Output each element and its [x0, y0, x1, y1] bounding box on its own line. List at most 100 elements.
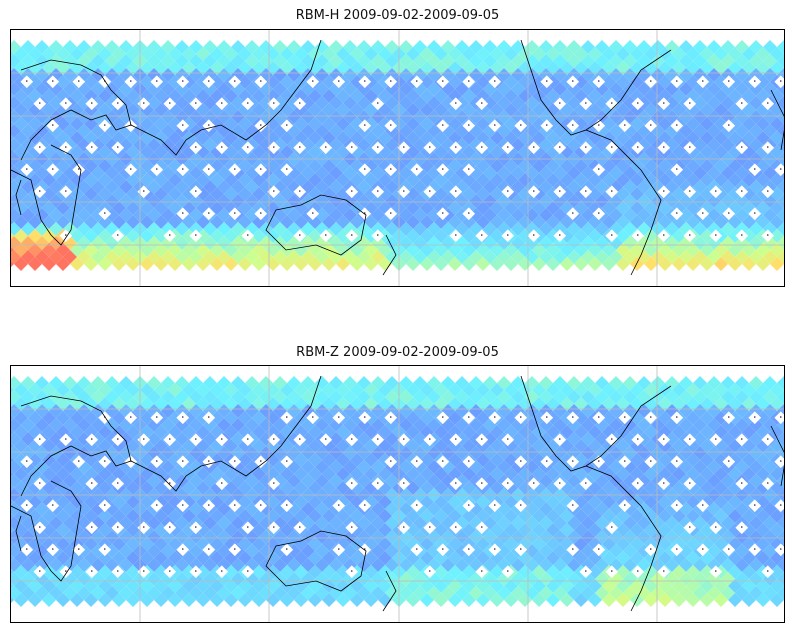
data-cell [602, 257, 616, 271]
data-dot [38, 482, 41, 484]
data-cell [490, 593, 504, 607]
coastline [265, 194, 367, 256]
coastlines [11, 375, 784, 612]
data-cell [448, 593, 462, 607]
data-cell [777, 516, 784, 530]
data-cell [770, 257, 784, 271]
data-cell [294, 257, 308, 271]
data-dot [259, 212, 262, 214]
data-dot [298, 102, 301, 104]
data-dot [233, 504, 236, 506]
data-dot [389, 168, 392, 170]
data-cell [784, 383, 785, 397]
coastline [770, 425, 784, 487]
data-cell [378, 257, 392, 271]
data-cell [350, 257, 364, 271]
data-cell [11, 222, 21, 236]
data-dot [662, 234, 665, 236]
data-dot [129, 168, 132, 170]
data-dot [688, 146, 691, 148]
data-cell [560, 257, 574, 271]
data-dot [597, 80, 600, 82]
data-cell [168, 257, 182, 271]
data-dot [688, 482, 691, 484]
coastline [15, 515, 22, 552]
data-cell [406, 257, 420, 271]
data-cell [56, 257, 70, 271]
coastline [265, 530, 367, 592]
data-cell [11, 79, 14, 85]
data-dot [207, 168, 210, 170]
data-cell [11, 471, 14, 477]
data-cell [11, 205, 14, 211]
data-dot [51, 80, 54, 82]
data-dot [571, 460, 574, 462]
data-dot [376, 146, 379, 148]
data-dot [493, 80, 496, 82]
data-dot [597, 124, 600, 126]
data-cell [784, 439, 785, 453]
data-dot [64, 102, 67, 104]
data-cell [11, 404, 21, 418]
data-dot [766, 102, 769, 104]
data-dot [103, 212, 106, 214]
data-cell [784, 593, 785, 607]
data-dot [181, 548, 184, 550]
data-dot [168, 234, 171, 236]
data-cell [11, 110, 21, 124]
data-cell [182, 257, 196, 271]
data-dot [610, 146, 613, 148]
data-dot [350, 570, 353, 572]
data-cell [11, 474, 21, 488]
data-cell [574, 593, 588, 607]
data-dot [623, 124, 626, 126]
data-dot [649, 80, 652, 82]
data-dot [467, 460, 470, 462]
data-dot [103, 504, 106, 506]
coastline [520, 39, 672, 136]
data-dot [142, 526, 145, 528]
data-cell [11, 149, 14, 155]
data-cell [700, 593, 714, 607]
data-cell [11, 516, 21, 530]
data-cell [777, 208, 784, 222]
data-cell [784, 243, 785, 257]
data-cell [322, 593, 336, 607]
data-dot [90, 482, 93, 484]
data-dot [779, 504, 782, 506]
data-cell [11, 415, 14, 421]
data-dot [610, 102, 613, 104]
data-cell [616, 593, 630, 607]
data-cell [784, 187, 785, 201]
data-dot [116, 526, 119, 528]
data-cell [784, 425, 785, 439]
data-dot [90, 146, 93, 148]
data-dot [675, 168, 678, 170]
data-cell [672, 257, 686, 271]
data-dot [220, 570, 223, 572]
data-dot [675, 124, 678, 126]
data-cell [11, 446, 21, 460]
data-cell [154, 257, 168, 271]
data-cell [11, 54, 21, 68]
gridlines [11, 366, 784, 622]
data-dot [662, 438, 665, 440]
data-cell [588, 257, 602, 271]
data-cell [11, 250, 21, 264]
data-cell [448, 257, 462, 271]
data-cell [784, 131, 785, 145]
data-cell [336, 257, 350, 271]
data-dot [207, 548, 210, 550]
data-dot [207, 80, 210, 82]
data-dot [142, 438, 145, 440]
data-dot [701, 212, 704, 214]
data-dot [571, 212, 574, 214]
data-dot [25, 168, 28, 170]
data-dot [194, 570, 197, 572]
data-cell [777, 376, 784, 390]
data-dot [727, 124, 730, 126]
data-dot [558, 190, 561, 192]
data-dot [363, 124, 366, 126]
data-dot [350, 146, 353, 148]
data-dot [51, 124, 54, 126]
